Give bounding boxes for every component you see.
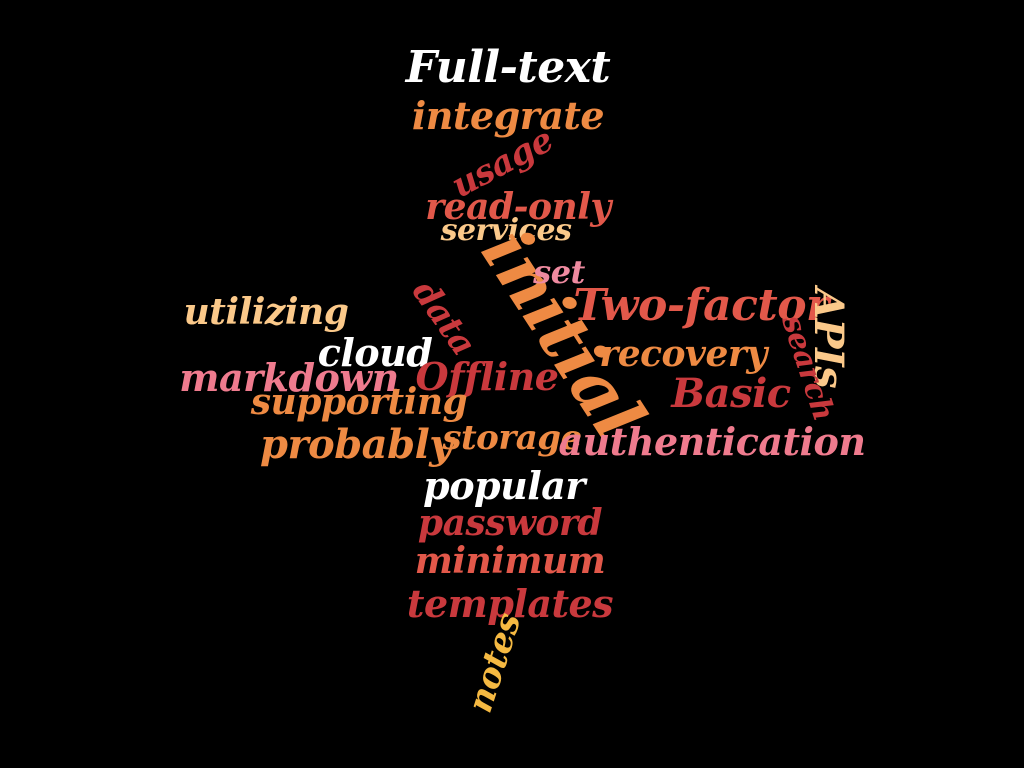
word-offline: Offline — [415, 354, 559, 399]
word-templates: templates — [406, 581, 614, 626]
word-services: services — [440, 213, 572, 248]
word-two-factor: Two-factor — [573, 280, 829, 331]
word-storage: storage — [442, 418, 582, 458]
word-authentication: authentication — [558, 419, 866, 464]
word-password: password — [417, 502, 603, 544]
word-read-only: read-only — [425, 186, 611, 228]
word-basic: Basic — [671, 370, 791, 417]
word-full-text: Full-text — [405, 42, 611, 93]
word-probably: probably — [259, 421, 453, 468]
word-markdown: markdown — [179, 355, 399, 400]
word-integrate: integrate — [411, 93, 605, 138]
word-cloud-term: cloud — [317, 330, 433, 375]
word-minimum: minimum — [414, 540, 606, 582]
word-popular: popular — [423, 463, 585, 508]
word-supporting: supporting — [250, 381, 468, 423]
word-recovery: recovery — [599, 333, 767, 375]
word-utilizing: utilizing — [183, 291, 349, 333]
word-set: set — [533, 253, 585, 291]
